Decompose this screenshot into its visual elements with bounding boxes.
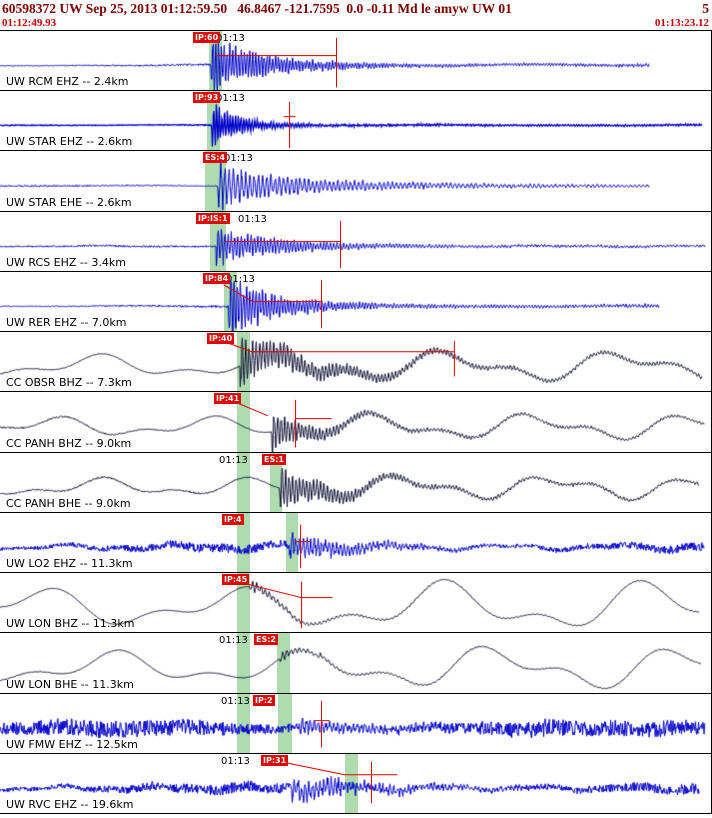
waveform-canvas[interactable]: [0, 693, 711, 753]
trace-row[interactable]: 01:13 IP:IS:1 UW RCS EHZ -- 3.4km: [0, 211, 711, 272]
pick-time-label: 01:13: [219, 454, 248, 466]
waveform-canvas[interactable]: [0, 573, 711, 633]
trace-row[interactable]: IP:41 CC PANH BHZ -- 9.0km: [0, 392, 711, 453]
waveform-canvas[interactable]: [0, 332, 711, 392]
pick-time-label: 01:13: [238, 213, 267, 225]
waveform-canvas[interactable]: [0, 753, 711, 814]
station-label: UW LON BHE -- 11.3km: [6, 677, 134, 691]
pick-flag[interactable]: IP:45: [222, 574, 250, 586]
station-label: UW RVC EHZ -- 19.6km: [6, 798, 134, 812]
trace-row[interactable]: 01:13 IP:2 UW FMW EHZ -- 12.5km: [0, 693, 711, 754]
trace-area: 01:13 IP:60 UW RCM EHZ -- 2.4km 01:13 IP:93 U…: [0, 30, 712, 815]
pick-flag[interactable]: IP:41: [214, 393, 242, 405]
station-label: CC PANH BHZ -- 9.0km: [6, 436, 132, 450]
station-label: UW FMW EHZ -- 12.5km: [6, 737, 138, 751]
pick-flag[interactable]: IP:40: [207, 333, 235, 345]
pick-time-label: 01:13: [226, 273, 255, 285]
pick-flag[interactable]: ES:2: [254, 634, 278, 646]
station-label: UW RCS EHZ -- 3.4km: [6, 255, 126, 269]
trace-row[interactable]: 01:13 IP:60 UW RCM EHZ -- 2.4km: [0, 31, 711, 92]
pick-flag[interactable]: ES:1: [262, 453, 286, 465]
pick-flag[interactable]: IP:93: [193, 92, 221, 104]
trace-row[interactable]: IP:45 UW LON BHZ -- 11.3km: [0, 573, 711, 634]
waveform-canvas[interactable]: [0, 633, 711, 693]
station-label: UW STAR EHE -- 2.6km: [6, 195, 132, 209]
trace-row[interactable]: 01:13 ES:2 UW LON BHE -- 11.3km: [0, 633, 711, 694]
trace-row[interactable]: 01:13 IP:93 UW STAR EHZ -- 2.6km: [0, 91, 711, 152]
station-label: CC OBSR BHZ -- 7.3km: [6, 376, 132, 390]
station-label: UW LON BHZ -- 11.3km: [6, 617, 135, 631]
waveform-canvas[interactable]: [0, 271, 711, 332]
waveform-canvas[interactable]: [0, 31, 711, 91]
pick-time-label: 01:13: [224, 153, 253, 165]
pick-flag[interactable]: IP:31: [261, 754, 289, 766]
window-start-time: 01:12:49.93: [2, 17, 57, 29]
station-label: CC PANH BHE -- 9.0km: [6, 496, 131, 510]
pick-flag[interactable]: IP:2: [253, 694, 275, 706]
pick-flag[interactable]: ES:4: [203, 152, 227, 164]
waveform-canvas[interactable]: [0, 512, 711, 573]
time-window-bar: 01:12:49.93 01:13:23.12: [0, 17, 712, 30]
waveform-canvas[interactable]: [0, 211, 711, 271]
waveform-canvas[interactable]: [0, 91, 711, 151]
pick-time-label: 01:13: [216, 93, 245, 105]
station-label: UW STAR EHZ -- 2.6km: [6, 135, 133, 149]
event-header: 60598372 UW Sep 25, 2013 01:12:59.50 46.…: [0, 0, 712, 17]
waveform-canvas[interactable]: [0, 452, 711, 512]
event-summary: 60598372 UW Sep 25, 2013 01:12:59.50 46.…: [2, 1, 512, 16]
trace-row[interactable]: 01:13 IP:84 UW RER EHZ -- 7.0km: [0, 271, 711, 333]
trace-row[interactable]: 01:13 ES:4 UW STAR EHE -- 2.6km: [0, 151, 711, 212]
waveform-canvas[interactable]: [0, 151, 711, 211]
pick-time-label: 01:13: [221, 695, 250, 707]
pick-flag[interactable]: IP:84: [203, 272, 231, 284]
window-end-time: 01:13:23.12: [654, 17, 709, 29]
pick-time-label: 01:13: [221, 755, 250, 767]
pick-flag[interactable]: IP:4: [222, 513, 244, 525]
trace-row[interactable]: 01:13 IP:31 UW RVC EHZ -- 19.6km: [0, 753, 711, 815]
waveform-canvas[interactable]: [0, 392, 711, 452]
pick-flag[interactable]: IP:60: [193, 32, 221, 43]
pick-time-label: 01:13: [216, 33, 245, 44]
trace-row[interactable]: 01:13 ES:1 CC PANH BHE -- 9.0km: [0, 452, 711, 513]
trace-row[interactable]: IP:4 UW LO2 EHZ -- 11.3km: [0, 512, 711, 574]
station-label: UW LO2 EHZ -- 11.3km: [6, 557, 133, 571]
trace-row[interactable]: IP:40 CC OBSR BHZ -- 7.3km: [0, 332, 711, 393]
pick-flag[interactable]: IP:IS:1: [196, 212, 230, 224]
station-label: UW RER EHZ -- 7.0km: [6, 316, 127, 330]
station-label: UW RCM EHZ -- 2.4km: [6, 75, 129, 89]
event-count: 5: [702, 1, 709, 16]
pick-time-label: 01:13: [219, 635, 248, 647]
